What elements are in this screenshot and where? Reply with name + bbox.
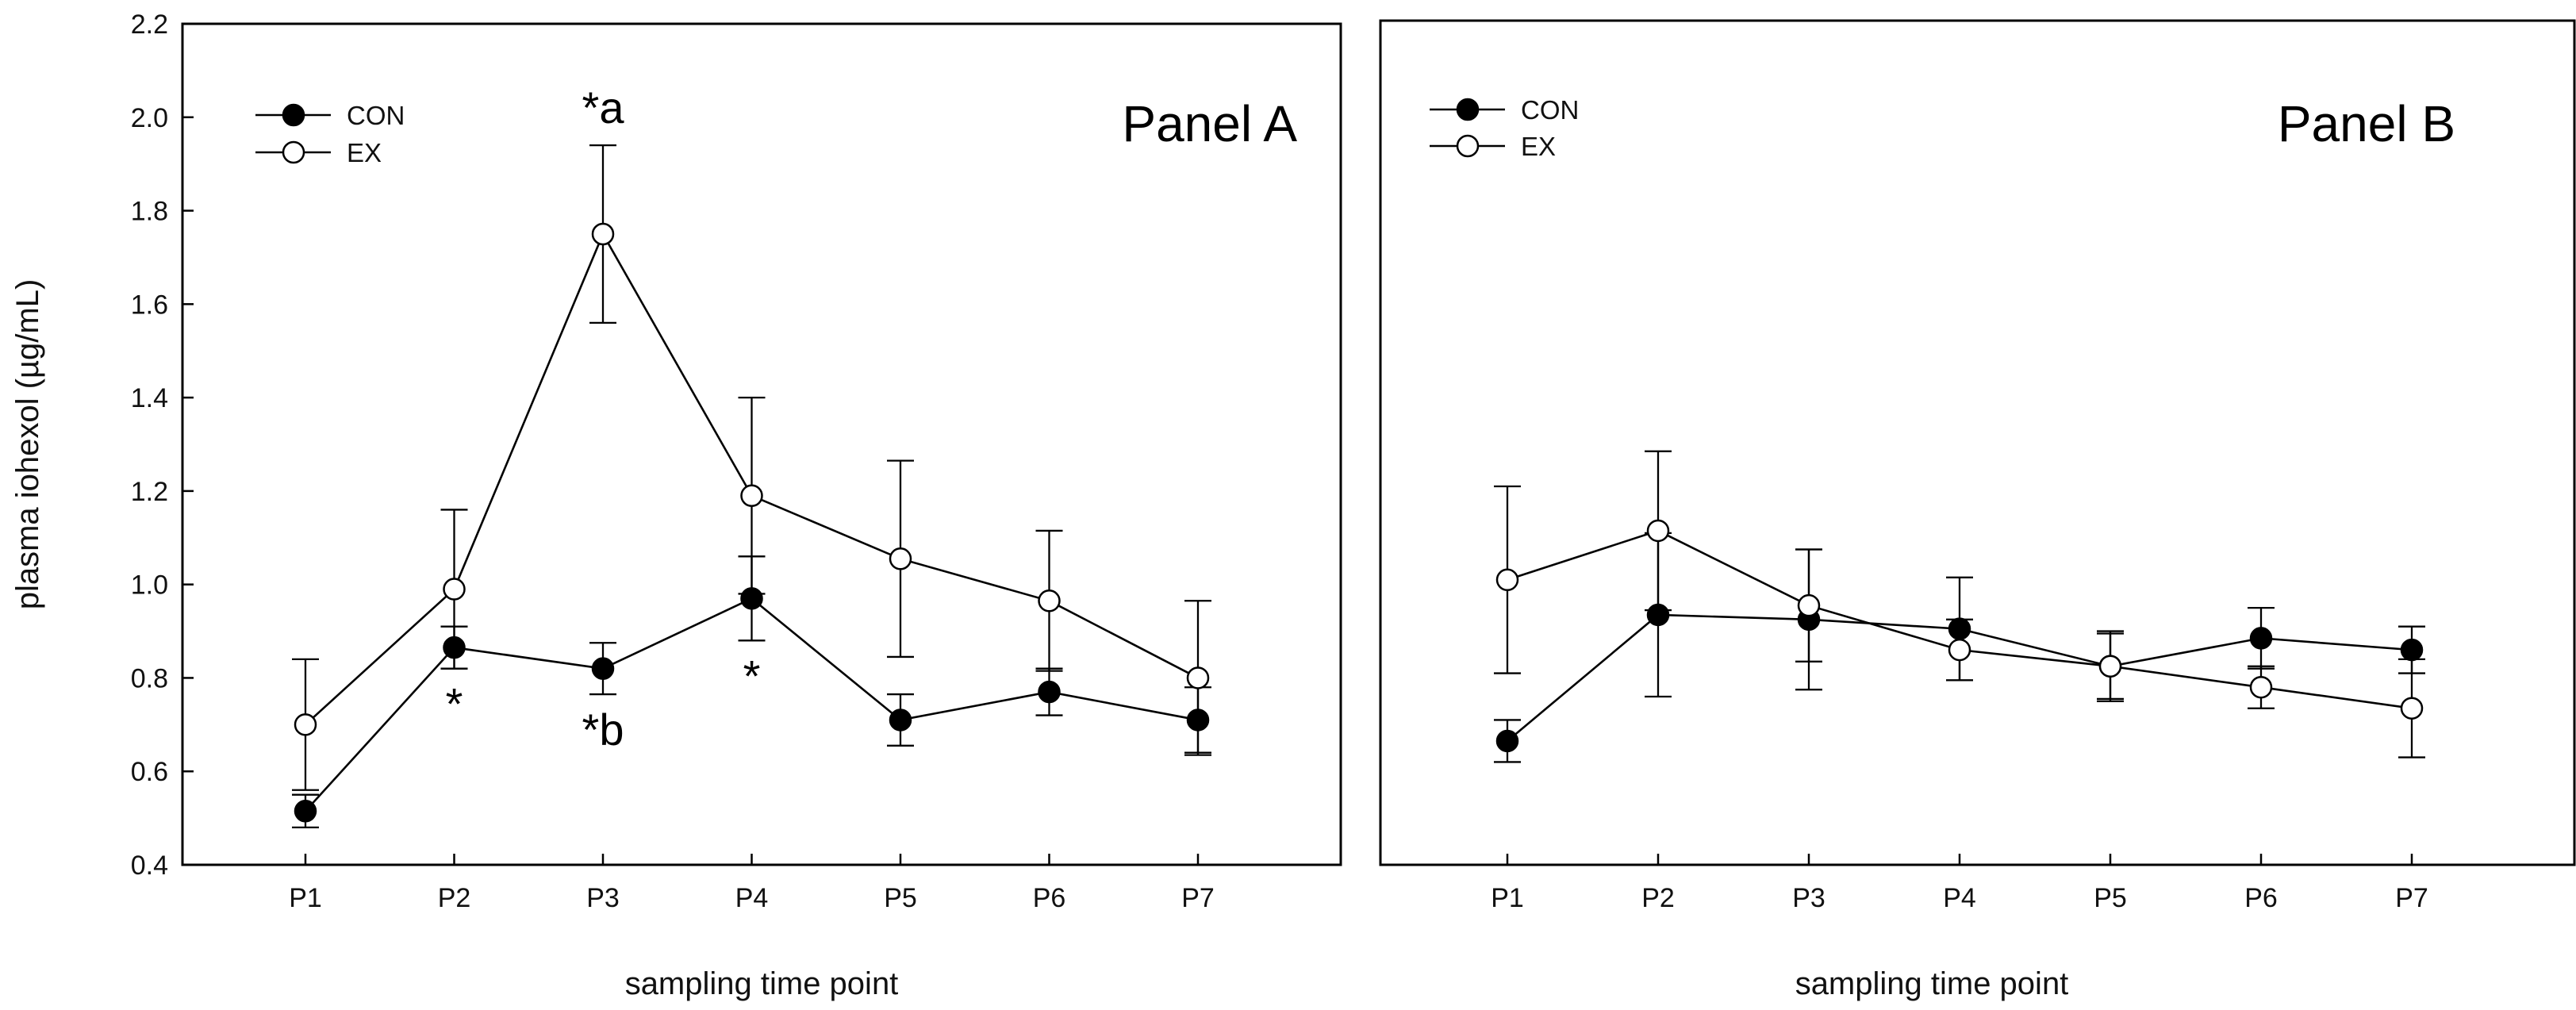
panel-a-plot-frame	[181, 22, 1342, 866]
panel-a-x-tick-label: P2	[438, 883, 471, 913]
panel-a-x-tick-label: P7	[1181, 883, 1215, 913]
panel-b-con-point	[1646, 603, 1670, 627]
panel-a-significance-annotation: *	[743, 651, 761, 701]
panel-b-ex-point	[1948, 638, 1971, 662]
panel-b-marks	[1494, 450, 2425, 763]
panel-b-x-tick-label: P1	[1491, 883, 1524, 913]
panel-a-x-tick-label: P6	[1033, 883, 1066, 913]
panel-a-ex-point	[591, 222, 615, 246]
y-tick-label: 1.6	[131, 290, 168, 320]
panel-b-x-tick-label: P5	[2094, 883, 2127, 913]
y-tick-label: 1.4	[131, 383, 168, 413]
panel-a-legend-con-marker	[282, 103, 305, 127]
panel-b-con-point	[1495, 729, 1519, 753]
panel-a-con-point	[1038, 680, 1061, 704]
panel-a-ex-point	[294, 713, 317, 736]
panel-a-x-ticks: P1 P2 P3 P4 P5 P6 P7	[289, 854, 1215, 913]
y-tick-label: 1.2	[131, 477, 168, 507]
panel-a-legend-ex-marker	[282, 140, 305, 164]
panel-a-significance-annotation: *a	[582, 83, 625, 132]
panel-a-x-axis-title: sampling time point	[625, 966, 899, 1001]
y-tick-label: 0.4	[131, 851, 168, 881]
y-tick-label: 2.0	[131, 103, 168, 133]
panel-b-legend-ex-marker	[1456, 134, 1480, 158]
panel-a-annotations: *a * *b *	[446, 83, 761, 755]
y-tick-label: 2.2	[131, 10, 168, 40]
panel-a-con-point	[591, 657, 615, 680]
panel-b-x-tick-label: P6	[2244, 883, 2278, 913]
panel-b-con-point	[1948, 617, 1971, 640]
panel-a-con-point	[889, 709, 912, 732]
panel-b-x-axis-title: sampling time point	[1795, 966, 2069, 1001]
panel-b-ex-point	[1646, 519, 1670, 543]
y-tick-label: 1.8	[131, 197, 168, 227]
panel-a-legend-ex-label: EX	[347, 138, 382, 167]
panel-a-chart: P1 P2 P3 P4 P5 P6 P7 0.4 0.6 0.8 1.0 1.2 1.4 1.6 1.8 2…	[131, 10, 1342, 1001]
panel-a-ex-point	[1186, 666, 1210, 689]
panel-b-con-point	[2400, 638, 2424, 662]
panel-a-ex-point	[443, 578, 466, 601]
panel-a-x-tick-label: P4	[735, 883, 769, 913]
panel-a-con-point	[443, 636, 466, 659]
panel-b-plot-frame	[1379, 19, 2576, 866]
y-tick-label: 0.6	[131, 757, 168, 787]
panel-b-ex-point	[2249, 675, 2273, 699]
panel-b-x-tick-label: P4	[1943, 883, 1976, 913]
panel-b-legend: CON EX	[1430, 95, 1579, 161]
panel-a-legend-con-label: CON	[347, 101, 405, 130]
panel-b-chart: P1 P2 P3 P4 P5 P6 P7 sampling time point Panel…	[1379, 19, 2576, 1001]
y-tick-label: 1.0	[131, 570, 168, 601]
panel-b-ex-point	[2400, 697, 2424, 720]
y-tick-label: 0.8	[131, 663, 168, 693]
panel-b-con-point	[2249, 627, 2273, 650]
panel-b-legend-con-marker	[1456, 98, 1480, 121]
panel-b-ex-point	[1797, 593, 1821, 617]
panel-a-ex-point	[889, 547, 912, 570]
panel-b-x-tick-label: P3	[1792, 883, 1825, 913]
panel-b-ex-point	[1495, 568, 1519, 592]
y-axis-title: plasma iohexol (µg/mL)	[10, 279, 45, 610]
panel-a-significance-annotation: *b	[582, 705, 624, 755]
panel-b-x-tick-label: P2	[1641, 883, 1675, 913]
panel-a-title: Panel A	[1122, 95, 1297, 152]
panel-a-legend: CON EX	[255, 101, 405, 167]
panel-b-x-ticks: P1 P2 P3 P4 P5 P6 P7	[1491, 854, 2428, 913]
panel-a-x-tick-label: P1	[289, 883, 322, 913]
panel-a-x-tick-label: P3	[586, 883, 620, 913]
panel-b-title: Panel B	[2278, 95, 2455, 152]
panel-a-ex-point	[740, 484, 763, 508]
panel-a-con-point	[294, 800, 317, 823]
panel-a-con-point	[740, 587, 763, 610]
panel-a-con-point	[1186, 709, 1210, 732]
panel-b-x-tick-label: P7	[2395, 883, 2428, 913]
panel-a-significance-annotation: *	[446, 679, 463, 729]
panel-a-x-tick-label: P5	[884, 883, 917, 913]
panel-a-marks	[292, 144, 1211, 829]
panel-b-legend-con-label: CON	[1521, 95, 1579, 125]
panel-b-legend-ex-label: EX	[1521, 132, 1556, 161]
panel-b-ex-point	[2098, 655, 2122, 678]
panel-a-ex-point	[1038, 589, 1061, 613]
panel-a-y-ticks: 0.4 0.6 0.8 1.0 1.2 1.4 1.6 1.8 2.0 2.2	[131, 10, 194, 881]
